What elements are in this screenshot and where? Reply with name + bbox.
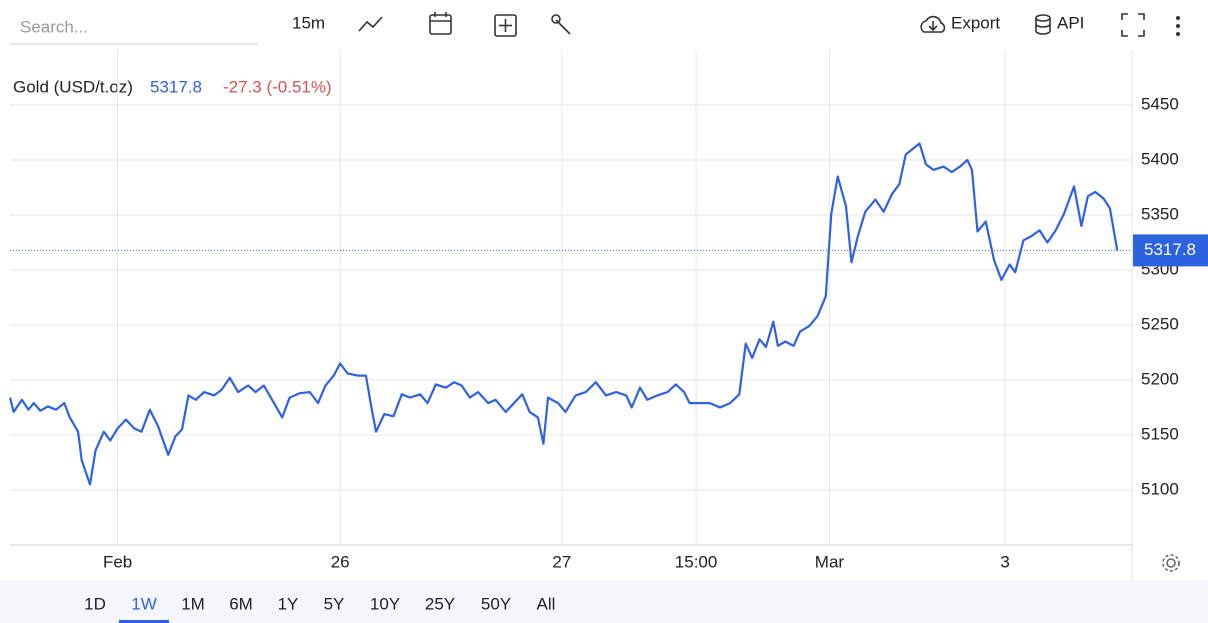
y-tick-label: 5350 [1141, 204, 1179, 223]
interval-button[interactable]: 15m [292, 13, 325, 32]
range-bar [0, 580, 1208, 623]
x-tick-label: 3 [1000, 552, 1009, 571]
active-range-underline [119, 620, 169, 623]
range-button[interactable]: 6M [229, 594, 253, 613]
range-button[interactable]: 1M [181, 594, 205, 613]
y-tick-label: 5100 [1141, 479, 1179, 498]
y-tick-label: 5150 [1141, 424, 1179, 443]
x-tick-label: 15:00 [675, 552, 718, 571]
y-tick-label: 5250 [1141, 314, 1179, 333]
price-line [8, 142, 1119, 486]
range-button[interactable]: 5Y [324, 594, 345, 613]
menu-button[interactable] [1176, 16, 1180, 36]
fullscreen-button[interactable] [1121, 13, 1145, 37]
change-label: -27.3 (-0.51%) [223, 77, 332, 96]
range-button[interactable]: 1D [84, 594, 106, 613]
price-tag-label: 5317.8 [1144, 240, 1196, 259]
x-tick-label: Mar [815, 552, 845, 571]
calendar-button[interactable] [429, 12, 452, 35]
y-tick-label: 5450 [1141, 94, 1179, 113]
api-button[interactable]: API [1057, 13, 1084, 32]
y-tick-label: 5200 [1141, 369, 1179, 388]
export-button[interactable]: Export [951, 13, 1000, 32]
range-button[interactable]: 1W [131, 594, 157, 613]
range-button[interactable]: 1Y [278, 594, 299, 613]
search-input[interactable]: Search... [20, 17, 88, 36]
chart-title: Gold (USD/t.oz) [13, 77, 133, 96]
api-icon[interactable] [1035, 14, 1051, 35]
x-tick-label: 26 [331, 552, 350, 571]
export-icon[interactable] [920, 15, 946, 33]
y-tick-label: 5400 [1141, 149, 1179, 168]
last-value: 5317.8 [150, 77, 202, 96]
x-tick-label: 27 [552, 552, 571, 571]
compare-button[interactable] [494, 14, 517, 37]
price-tag [1133, 234, 1208, 267]
range-button[interactable]: 25Y [425, 594, 455, 613]
settings-tool-button[interactable] [551, 14, 571, 35]
range-button[interactable]: 50Y [481, 594, 511, 613]
chart-settings-button[interactable] [1162, 554, 1180, 572]
range-button[interactable]: 10Y [370, 594, 400, 613]
x-tick-label: Feb [103, 552, 132, 571]
chart-type-button[interactable] [358, 16, 383, 32]
range-button[interactable]: All [537, 594, 556, 613]
